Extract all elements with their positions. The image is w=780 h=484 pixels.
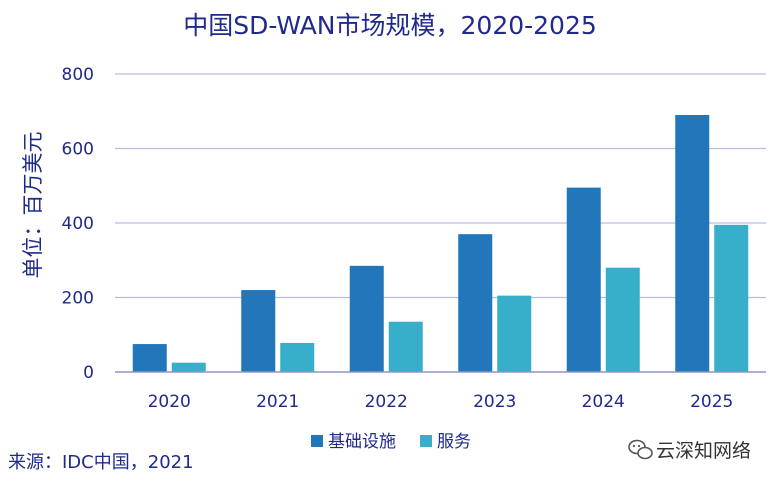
x-tick-label: 2024 — [582, 392, 625, 412]
legend-swatch-infrastructure — [311, 435, 323, 447]
x-tick-label: 2021 — [256, 392, 299, 412]
bar-service-2025 — [714, 224, 749, 372]
bar-infrastructure-2025 — [675, 114, 710, 372]
wechat-icon — [628, 439, 653, 460]
bar-infrastructure-2023 — [458, 234, 493, 372]
y-tick-label: 200 — [62, 289, 94, 309]
y-axis-label: 单位：百万美元 — [21, 132, 45, 279]
y-tick-label: 400 — [62, 214, 94, 234]
legend-swatch-service — [420, 435, 432, 447]
bar-infrastructure-2024 — [566, 187, 601, 372]
bar-service-2024 — [605, 267, 640, 372]
bar-service-2022 — [388, 321, 423, 372]
source-note: 来源：IDC中国，2021 — [8, 452, 194, 473]
y-tick-label: 0 — [83, 363, 94, 383]
x-axis-ticks: 2020 2021 2022 2023 2024 2025 — [148, 392, 734, 412]
x-tick-label: 2022 — [365, 392, 408, 412]
y-axis-ticks: 0 200 400 600 800 — [62, 65, 94, 383]
x-tick-label: 2023 — [473, 392, 516, 412]
legend-label-infrastructure: 基础设施 — [328, 432, 396, 452]
x-tick-label: 2025 — [690, 392, 733, 412]
bar-infrastructure-2020 — [132, 344, 167, 372]
bars — [132, 114, 749, 372]
bar-service-2023 — [497, 295, 532, 372]
bar-service-2020 — [171, 362, 206, 372]
legend: 基础设施 服务 — [311, 432, 471, 452]
bar-infrastructure-2021 — [241, 290, 276, 372]
gridlines — [115, 73, 766, 299]
bar-infrastructure-2022 — [349, 265, 384, 372]
x-tick-label: 2020 — [148, 392, 191, 412]
bar-service-2021 — [280, 342, 315, 372]
chart-title: 中国SD-WAN市场规模，2020-2025 — [183, 11, 597, 40]
y-tick-label: 800 — [62, 65, 94, 85]
y-tick-label: 600 — [62, 140, 94, 160]
legend-label-service: 服务 — [437, 432, 471, 452]
watermark-text: 云深知网络 — [656, 440, 751, 462]
